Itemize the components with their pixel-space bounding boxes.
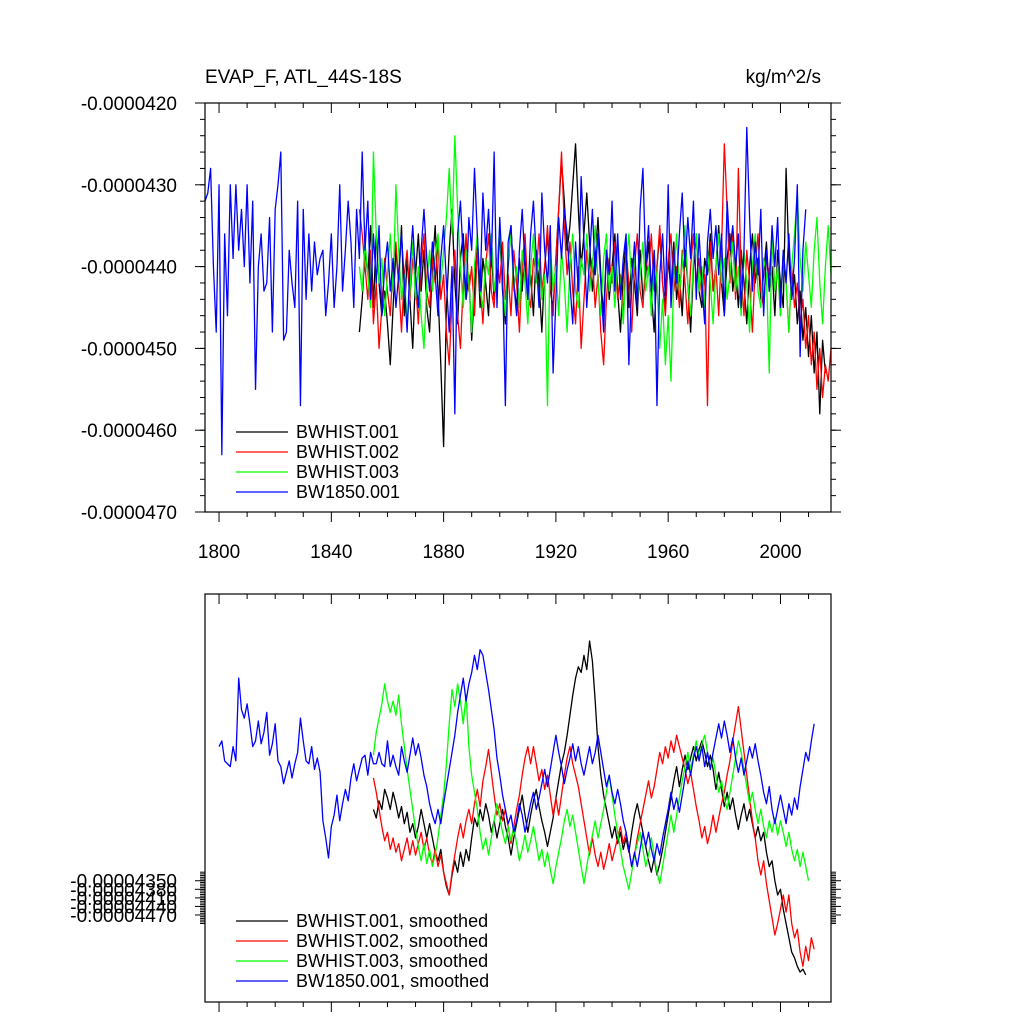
legend-label: BWHIST.001 [296, 422, 399, 442]
legend-label: BWHIST.002 [296, 442, 399, 462]
x-tick-label: 1840 [310, 542, 352, 563]
y-tick-label: -0.0000420 [81, 94, 177, 115]
chart-title: EVAP_F, ATL_44S-18S [205, 67, 402, 88]
legend-label: BW1850.001 [296, 482, 400, 502]
chart-1: 1800 1840 1880 1920 1960 2000 -0.0000420 -0.000… [81, 67, 841, 563]
y-tick-label: -0.0000460 [81, 421, 177, 442]
y-tick-label: -0.0000430 [81, 176, 177, 197]
x-tick-label: 1800 [198, 542, 240, 563]
plot-frame [204, 593, 832, 1003]
series-line-bwhist-001 [358, 143, 827, 448]
y-tick-label: -0.00004470 [70, 906, 177, 927]
y-tick-label: -0.0000470 [81, 503, 177, 524]
series-line-bw1850-001 [205, 126, 807, 456]
x-tick-label: 2000 [759, 542, 801, 563]
series-line-bwhist-003 [358, 135, 831, 407]
series-line-bw1850-001-smoothed [218, 648, 815, 868]
legend-label: BWHIST.002, smoothed [296, 931, 488, 951]
legend-label: BWHIST.003, smoothed [296, 951, 488, 971]
series-line-bwhist-002-smoothed [372, 706, 815, 967]
legend-label: BW1850.001, smoothed [296, 971, 489, 991]
x-tick-label: 1960 [647, 542, 689, 563]
legend-label: BWHIST.003 [296, 462, 399, 482]
y-tick-label: -0.00004410 [70, 889, 177, 910]
y-tick-label: -0.00004350 [70, 872, 177, 893]
x-tick-label: 1920 [535, 542, 577, 563]
y-tick-label: -0.0000450 [81, 339, 177, 360]
x-tick-label: 1880 [422, 542, 464, 563]
y-tick-label: -0.0000440 [81, 258, 177, 279]
legend-label: BWHIST.001, smoothed [296, 911, 488, 931]
y-tick-label: -0.00004440 [70, 897, 177, 918]
chart-2: -0.00004350-0.00004380-0.00004410-0.0000… [70, 593, 841, 1012]
units-label: kg/m^2/s [746, 67, 821, 88]
plot-frame [204, 102, 832, 513]
series-line-bwhist-003-smoothed [372, 683, 810, 890]
y-tick-label: -0.00004380 [70, 880, 177, 901]
